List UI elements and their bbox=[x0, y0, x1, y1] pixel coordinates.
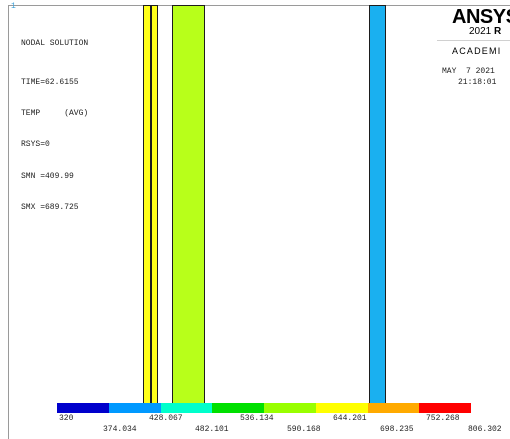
contour-stripe bbox=[151, 5, 158, 405]
contour-stripe bbox=[143, 5, 151, 405]
result-item: TEMP (AVG) bbox=[21, 109, 89, 119]
logo-version: 2021 R bbox=[469, 26, 501, 37]
legend-color-swatch bbox=[367, 403, 420, 413]
contour-stripe bbox=[369, 5, 386, 405]
legend-label: 698.235 bbox=[380, 425, 414, 434]
contour-legend-bar bbox=[57, 403, 471, 413]
legend-color-swatch bbox=[315, 403, 368, 413]
legend-label: 752.268 bbox=[426, 414, 460, 423]
legend-label: 536.134 bbox=[240, 414, 274, 423]
legend-label: 320 bbox=[59, 414, 74, 423]
legend-color-swatch bbox=[264, 403, 316, 413]
solution-title: NODAL SOLUTION bbox=[21, 38, 89, 48]
plot-date: MAY 7 2021 bbox=[442, 67, 495, 76]
legend-label: 806.302 bbox=[468, 425, 502, 434]
logo-divider bbox=[437, 40, 510, 41]
edition-label: ACADEMI bbox=[452, 46, 502, 56]
logo-version-release: R bbox=[494, 26, 502, 37]
legend-label: 374.034 bbox=[103, 425, 137, 434]
legend-color-swatch bbox=[419, 403, 471, 413]
maximum-value: SMX =689.725 bbox=[21, 202, 79, 212]
time-value: TIME=62.6155 bbox=[21, 78, 79, 88]
legend-color-swatch bbox=[57, 403, 109, 413]
solution-info: NODAL SOLUTION TIME=62.6155 TEMP (AVG) R… bbox=[21, 18, 88, 224]
window-number: 1 bbox=[11, 2, 16, 11]
ansys-logo: ANSYS 2021 R bbox=[452, 6, 510, 64]
plot-time: 21:18:01 bbox=[458, 78, 497, 87]
logo-version-year: 2021 bbox=[469, 26, 492, 37]
legend-color-swatch bbox=[108, 403, 161, 413]
legend-label: 644.201 bbox=[333, 414, 367, 423]
logo-brand: ANSYS bbox=[452, 6, 510, 28]
minimum-value: SMN =409.99 bbox=[21, 171, 74, 181]
contour-stripe bbox=[172, 5, 205, 405]
legend-color-swatch bbox=[212, 403, 264, 413]
legend-label: 428.067 bbox=[149, 414, 183, 423]
legend-label: 482.101 bbox=[195, 425, 229, 434]
graphics-window[interactable] bbox=[8, 5, 510, 439]
coordinate-system: RSYS=0 bbox=[21, 140, 50, 150]
legend-color-swatch bbox=[160, 403, 213, 413]
legend-label: 590.168 bbox=[287, 425, 321, 434]
